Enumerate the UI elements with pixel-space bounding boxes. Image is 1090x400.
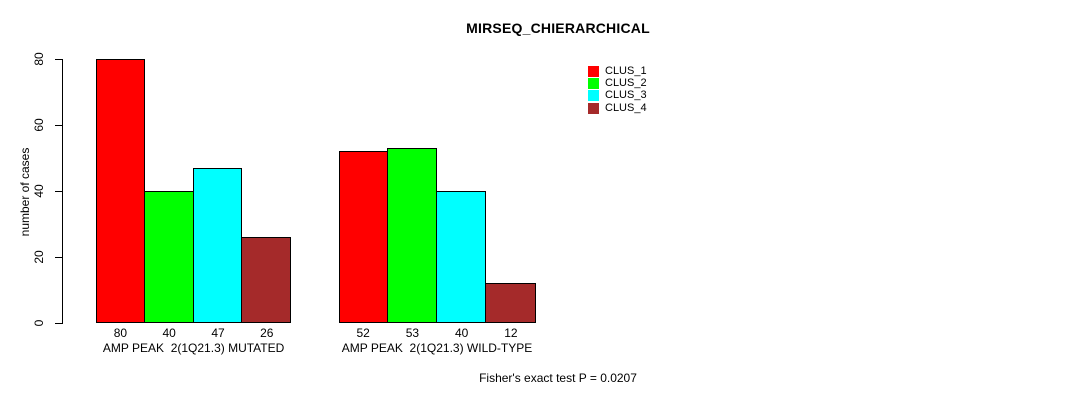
y-axis-line	[62, 59, 63, 324]
y-tick	[55, 125, 62, 126]
fisher-test-note: Fisher's exact test P = 0.0207	[479, 371, 637, 385]
bar-clus_4-group1	[241, 237, 292, 323]
legend-color-swatch	[588, 102, 599, 114]
bar-clus_2-group2	[386, 148, 437, 323]
bar-value-label: 53	[405, 326, 420, 340]
bar-clus_3-group1	[192, 167, 243, 323]
legend-color-swatch	[588, 90, 599, 102]
bar-value-label: 12	[504, 326, 518, 340]
bar-value-label: 52	[356, 326, 370, 340]
legend: CLUS_1 CLUS_2 CLUS_3 CLUS_4	[588, 65, 647, 114]
y-tick-label: 40	[32, 184, 46, 198]
legend-item-label: CLUS_4	[605, 101, 647, 114]
bar-clus_1-group2	[338, 151, 388, 323]
legend-item: CLUS_1	[588, 65, 647, 77]
bar-clus_3-group2	[436, 191, 487, 323]
legend-item: CLUS_2	[588, 77, 647, 89]
chart-title: MIRSEQ_CHIERARCHICAL	[466, 20, 650, 36]
bar-value-label: 80	[113, 326, 128, 340]
legend-color-swatch	[588, 65, 599, 77]
legend-item-label: CLUS_1	[605, 64, 647, 77]
bar-value-label: 40	[162, 326, 176, 340]
y-tick-label: 0	[32, 319, 46, 327]
bar-clus_4-group2	[485, 283, 536, 323]
y-tick	[55, 59, 62, 60]
y-tick-label: 20	[32, 250, 46, 264]
bar-value-label: 40	[454, 326, 469, 340]
legend-color-swatch	[588, 77, 599, 89]
y-tick	[55, 257, 62, 258]
legend-item: CLUS_4	[588, 102, 647, 114]
legend-item-label: CLUS_3	[605, 89, 647, 102]
bar-value-label: 26	[260, 326, 274, 340]
legend-item-label: CLUS_2	[605, 76, 647, 89]
bar-value-label: 47	[211, 326, 225, 340]
y-tick	[55, 323, 62, 324]
y-axis-label: number of cases	[18, 147, 32, 237]
y-tick-label: 80	[32, 52, 46, 66]
group-label: AMP PEAK 2(1Q21.3) MUTATED	[102, 341, 285, 355]
y-tick-label: 60	[32, 118, 46, 132]
y-tick	[55, 191, 62, 192]
legend-item: CLUS_3	[588, 90, 647, 102]
group-label: AMP PEAK 2(1Q21.3) WILD-TYPE	[341, 341, 533, 355]
bar-clus_2-group1	[143, 191, 194, 323]
bar-clus_1-group1	[96, 59, 145, 323]
